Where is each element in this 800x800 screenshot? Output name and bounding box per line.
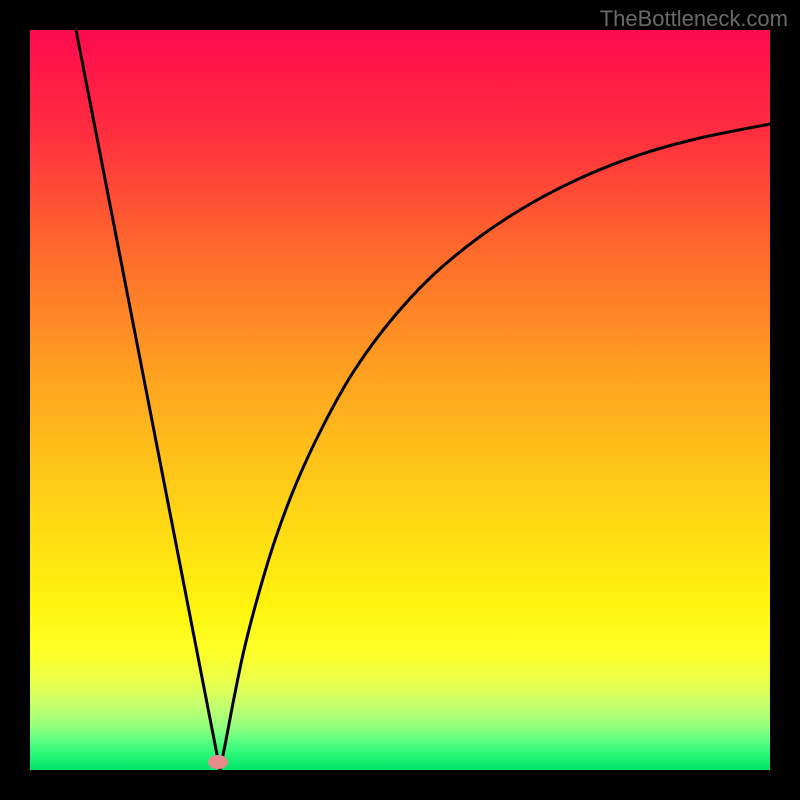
curve-path [76,30,770,770]
bottleneck-curve [30,30,770,770]
optimum-marker [208,755,228,769]
watermark-text: TheBottleneck.com [600,6,788,32]
plot-area [30,30,770,770]
